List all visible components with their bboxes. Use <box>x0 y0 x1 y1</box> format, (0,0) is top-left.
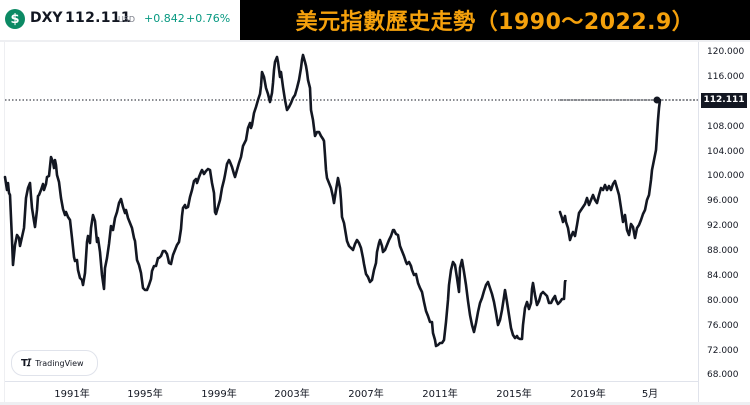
last-value-badge: 112.111 <box>701 93 747 108</box>
x-tick: 2007年 <box>348 389 384 400</box>
dollar-logo-icon: $ <box>5 9 25 29</box>
price-change-percent: +0.76% <box>186 12 231 25</box>
tradingview-label: TradingView <box>35 358 84 368</box>
symbol-header: $ DXY 112.111 USD +0.842 +0.76% <box>0 0 240 40</box>
y-tick: 120.000 <box>707 47 745 57</box>
symbol-name[interactable]: DXY <box>30 10 63 26</box>
chart-title: 美元指數歷史走勢（1990～2022.9） <box>295 10 695 35</box>
tradingview-logo-icon: T𝘐 <box>21 357 31 369</box>
mask <box>560 120 698 280</box>
y-tick: 68.000 <box>707 370 739 380</box>
tradingview-badge[interactable]: T𝘐 TradingView <box>11 350 98 376</box>
y-tick: 80.000 <box>707 296 739 306</box>
y-tick: 92.000 <box>707 221 739 231</box>
y-tick: 96.000 <box>707 196 739 206</box>
y-tick: 76.000 <box>707 321 739 331</box>
x-tick: 2011年 <box>422 389 458 400</box>
title-banner: 美元指數歷史走勢（1990～2022.9） <box>240 0 750 40</box>
y-tick: 72.000 <box>707 346 739 356</box>
y-tick: 84.000 <box>707 271 739 281</box>
x-tick: 2003年 <box>274 389 310 400</box>
x-tick: 1995年 <box>127 389 163 400</box>
dxy-price-line-tail <box>558 98 662 242</box>
price-change: +0.842 <box>144 12 185 25</box>
divider <box>0 402 750 405</box>
time-axis-line <box>5 381 698 382</box>
x-tick: 2015年 <box>496 389 532 400</box>
x-tick: 1991年 <box>54 389 90 400</box>
currency-label: USD <box>118 15 136 24</box>
last-point-marker <box>653 96 661 104</box>
y-tick: 108.000 <box>707 122 745 132</box>
divider <box>0 40 750 42</box>
x-tick: 2019年 <box>570 389 606 400</box>
x-tick: 1999年 <box>201 389 237 400</box>
y-tick: 100.000 <box>707 171 745 181</box>
divider <box>4 42 5 405</box>
x-tick: 5月 <box>641 389 659 400</box>
price-axis[interactable]: 120.000 116.000 108.000 104.000 100.000 … <box>698 42 750 405</box>
y-tick: 88.000 <box>707 246 739 256</box>
y-tick: 116.000 <box>707 72 745 82</box>
y-tick: 104.000 <box>707 147 745 157</box>
last-price: 112.111 <box>65 10 131 26</box>
